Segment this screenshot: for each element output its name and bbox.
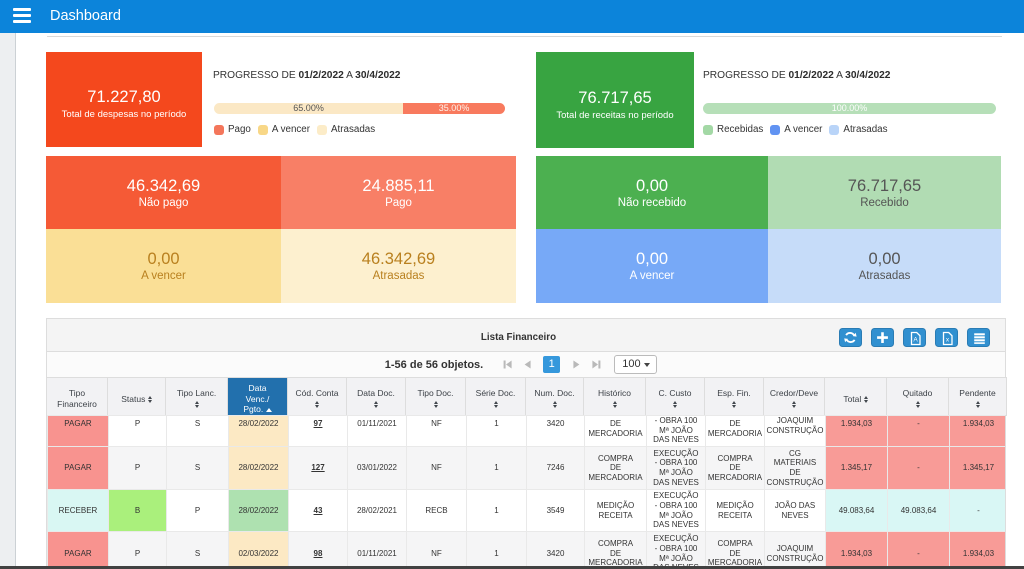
svg-text:x: x [946,337,950,344]
svg-text:A: A [913,337,918,344]
